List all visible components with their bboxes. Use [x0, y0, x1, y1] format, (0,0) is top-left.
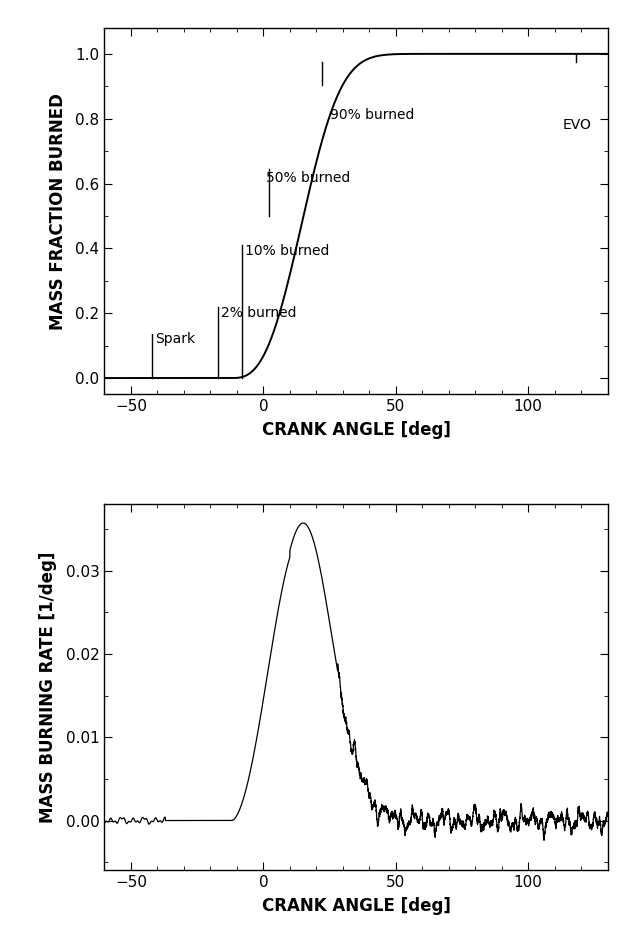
Text: Spark: Spark	[155, 331, 195, 345]
Text: 10% burned: 10% burned	[245, 244, 329, 258]
X-axis label: CRANK ANGLE [deg]: CRANK ANGLE [deg]	[261, 421, 451, 439]
Text: 2% burned: 2% burned	[221, 305, 296, 319]
X-axis label: CRANK ANGLE [deg]: CRANK ANGLE [deg]	[261, 897, 451, 915]
Y-axis label: MASS BURNING RATE [1/deg]: MASS BURNING RATE [1/deg]	[39, 552, 58, 823]
Y-axis label: MASS FRACTION BURNED: MASS FRACTION BURNED	[49, 93, 67, 330]
Text: 90% burned: 90% burned	[330, 108, 414, 122]
Text: EVO: EVO	[563, 117, 591, 131]
Text: 50% burned: 50% burned	[266, 171, 350, 185]
